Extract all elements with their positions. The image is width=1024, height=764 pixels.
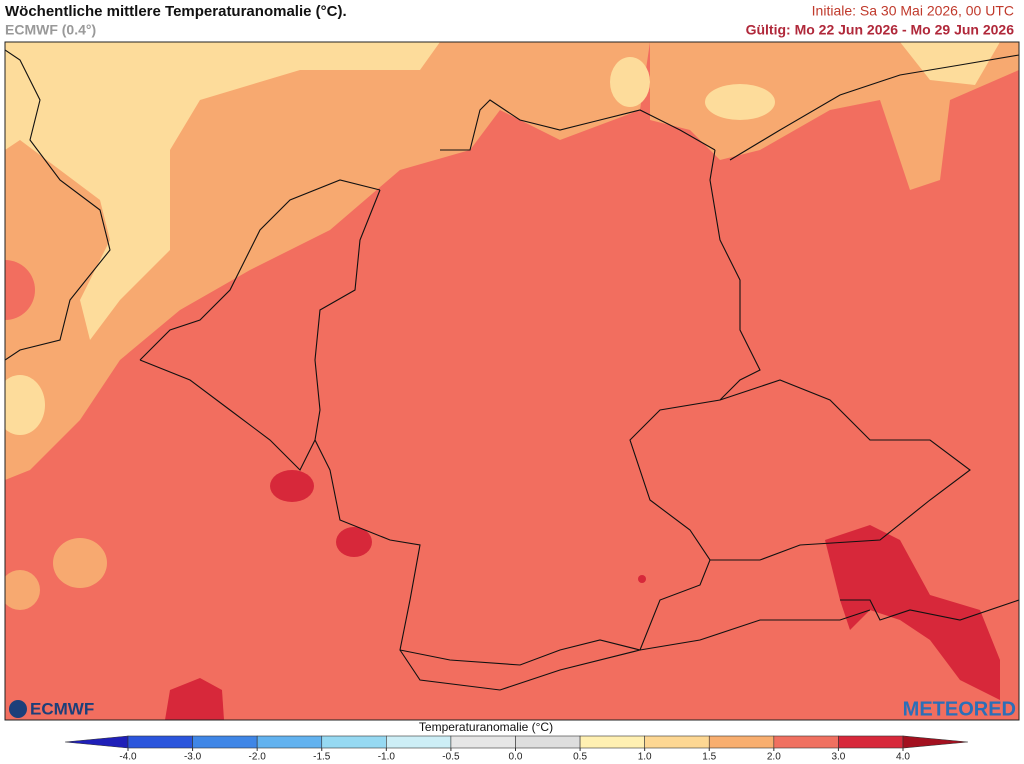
init-time: Initiale: Sa 30 Mai 2026, 00 UTC	[812, 3, 1014, 19]
colorbar-tick-label: 0.5	[573, 752, 587, 763]
colorbar-segment	[256, 735, 323, 749]
anomaly-region	[5, 42, 440, 340]
colorbar-segment	[515, 735, 581, 749]
anomaly-region	[705, 84, 775, 120]
anomaly-region	[825, 525, 1000, 700]
colorbar-tick-label: -3.0	[184, 752, 202, 763]
colorbar-segment	[386, 735, 452, 749]
map-frame	[4, 41, 1020, 721]
anomaly-region	[5, 260, 35, 320]
anomaly-region	[5, 375, 45, 435]
colorbar-segment	[708, 735, 775, 749]
colorbar-tick-label: -1.5	[313, 752, 331, 763]
colorbar-tick-label: 1.0	[638, 752, 652, 763]
anomaly-region	[53, 538, 107, 588]
colorbar-segment	[838, 735, 904, 749]
colorbar-segment	[192, 735, 258, 749]
anomaly-region	[270, 470, 314, 502]
legend-title: Temperaturanomalie (°C)	[419, 720, 553, 734]
colorbar-arrow	[64, 735, 129, 749]
meteored-logo: METEORED	[903, 698, 1016, 720]
ecmwf-logo: ECMWF	[9, 699, 94, 718]
anomaly-region	[165, 678, 224, 720]
colorbar-tick-label: 0.0	[509, 752, 523, 763]
anomaly-region	[610, 57, 650, 107]
colorbar-segment	[321, 735, 387, 749]
logo-text: ECMWF	[30, 699, 94, 718]
colorbar-tick-label: 3.0	[831, 752, 845, 763]
colorbar-segment	[579, 735, 645, 749]
colorbar-tick-label: -1.0	[378, 752, 396, 763]
colorbar-segment	[773, 735, 839, 749]
anomaly-region	[900, 42, 1000, 85]
valid-time: Gültig: Mo 22 Jun 2026 - Mo 29 Jun 2026	[746, 22, 1015, 38]
colorbar-tick-label: -2.0	[249, 752, 267, 763]
colorbar-tick-label: 1.5	[702, 752, 716, 763]
map	[4, 41, 1020, 721]
anomaly-region	[336, 527, 372, 557]
colorbar-segment	[127, 735, 193, 749]
model-label: ECMWF (0.4°)	[5, 22, 96, 38]
colorbar-tick-label: 2.0	[767, 752, 781, 763]
colorbar-segment	[644, 735, 710, 749]
anomaly-region	[638, 575, 646, 583]
colorbar: -4.0 -3.0 -2.0 -1.5 -1.0 -0.5 0.0 0.5 1.0 1.5 2.0 3…	[64, 735, 969, 763]
colorbar-tick-label: 4.0	[896, 752, 910, 763]
borders	[5, 49, 1019, 691]
anomaly-region	[5, 570, 40, 610]
colorbar-arrow	[902, 735, 969, 749]
map-title: Wöchentliche mittlere Temperaturanomalie…	[5, 3, 347, 20]
colorbar-segment	[450, 735, 516, 749]
colorbar-tick-label: -0.5	[442, 752, 460, 763]
colorbar-tick-label: -4.0	[119, 752, 137, 763]
